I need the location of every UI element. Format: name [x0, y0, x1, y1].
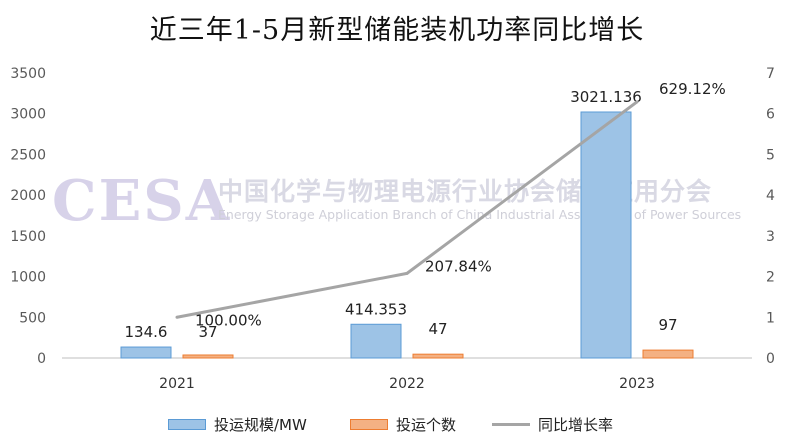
- growth-line: [176, 100, 638, 319]
- y-right-tick-label: 2: [766, 270, 775, 286]
- y-right-tick-label: 4: [766, 188, 775, 204]
- bar-count: [182, 354, 234, 359]
- y-right-tick-label: 6: [766, 107, 775, 123]
- bar-scale-label: 414.353: [345, 300, 407, 318]
- growth-label: 100.00%: [195, 311, 262, 329]
- y-right-tick-label: 3: [766, 229, 775, 245]
- legend-swatch-count: [350, 418, 388, 430]
- watermark-logo: CESA: [52, 168, 232, 234]
- legend-label-scale: 投运规模/MW: [214, 415, 307, 434]
- legend: 投运规模/MW 投运个数 同比增长率: [0, 412, 794, 436]
- chart-title: 近三年1-5月新型储能装机功率同比增长: [149, 15, 645, 46]
- y-left-tick-label: 2000: [10, 188, 46, 204]
- bar-count-label: 37: [198, 323, 217, 341]
- legend-item-scale: 投运规模/MW: [168, 412, 307, 436]
- y-right-tick-label: 7: [766, 66, 775, 82]
- legend-swatch-growth: [492, 422, 530, 426]
- bar-scale: [350, 323, 402, 359]
- bar-count: [642, 349, 694, 359]
- x-tick-label: 2022: [389, 376, 425, 392]
- y-left-tick-label: 1000: [10, 270, 46, 286]
- growth-point: [405, 271, 409, 275]
- y-left-tick-label: 3000: [10, 107, 46, 123]
- x-tick-label: 2021: [159, 376, 195, 392]
- legend-label-count: 投运个数: [396, 415, 457, 434]
- y-left-tick-label: 3500: [10, 66, 46, 82]
- y-left-tick-label: 1500: [10, 229, 46, 245]
- x-tick-label: 2023: [619, 376, 655, 392]
- growth-point: [635, 100, 639, 104]
- growth-label: 629.12%: [659, 80, 726, 98]
- legend-item-growth: 同比增长率: [492, 412, 613, 436]
- legend-label-growth: 同比增长率: [538, 415, 614, 434]
- growth-label: 207.84%: [425, 257, 492, 275]
- bar-count-label: 97: [658, 316, 677, 334]
- y-right-tick-label: 0: [766, 351, 775, 367]
- legend-item-count: 投运个数: [350, 412, 456, 436]
- y-right-tick-label: 5: [766, 147, 775, 163]
- legend-swatch-scale: [168, 418, 206, 430]
- y-left-tick-label: 0: [37, 351, 46, 367]
- y-left-tick-label: 500: [19, 310, 46, 326]
- growth-point: [175, 315, 179, 319]
- bar-scale-label: 134.6: [125, 323, 168, 341]
- y-right-tick-label: 1: [766, 310, 775, 326]
- bar-scale: [120, 346, 172, 359]
- y-left-tick-label: 2500: [10, 147, 46, 163]
- bar-count-label: 47: [428, 320, 447, 338]
- bar-scale-label: 3021.136: [570, 88, 642, 106]
- bar-count: [412, 353, 464, 359]
- bar-scale: [580, 111, 632, 359]
